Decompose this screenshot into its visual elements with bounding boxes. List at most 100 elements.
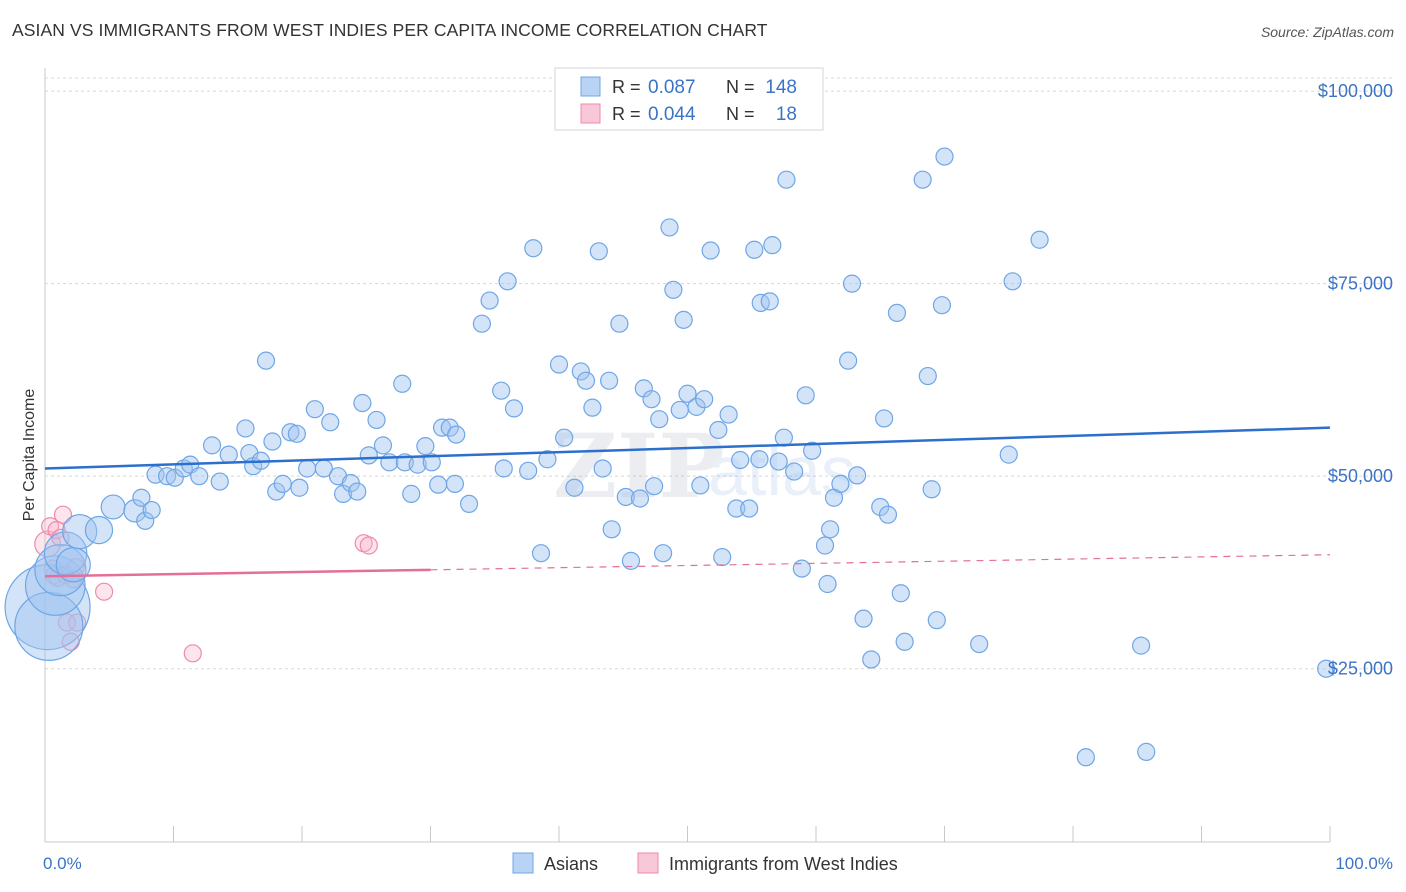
asians-point-99 — [727, 499, 746, 518]
grid-lines — [45, 77, 1393, 670]
asians-point-74 — [589, 242, 608, 261]
asians-point-139 — [1030, 230, 1049, 249]
asians-point-50 — [416, 437, 435, 456]
asians-point-92 — [687, 397, 706, 416]
x-tick-label-min: 0.0% — [43, 854, 82, 873]
watermark-zip: ZIP — [553, 414, 725, 518]
asians-point-71 — [571, 362, 590, 381]
asians-point-140 — [1076, 748, 1095, 767]
asians-point-110 — [785, 462, 804, 481]
legend-r-value-west-indies: 0.044 — [648, 104, 696, 125]
asians-point-94 — [691, 476, 710, 495]
west-indies-point-15 — [183, 644, 202, 663]
asians-point-112 — [796, 386, 815, 405]
asians-point-130 — [913, 170, 932, 189]
legend-box: R = 0.087 N = 148 R = 0.044 N = 18 — [554, 67, 824, 131]
asians-point-6 — [62, 514, 98, 550]
x-axis-ticks — [44, 826, 1331, 842]
asians-point-96 — [709, 420, 728, 440]
asians-point-27 — [263, 432, 282, 451]
series-west-indies-points — [34, 505, 378, 663]
asians-point-79 — [616, 487, 635, 507]
asians-point-101 — [740, 499, 759, 518]
asians-point-43 — [367, 410, 386, 430]
asians-point-32 — [290, 478, 309, 497]
asians-point-70 — [565, 478, 584, 497]
asians-point-133 — [927, 611, 946, 630]
asians-point-58 — [472, 314, 491, 333]
asians-point-103 — [751, 293, 770, 312]
asians-point-80 — [621, 551, 641, 570]
asians-point-105 — [760, 292, 779, 311]
bottom-legend-swatch-west-indies — [637, 852, 659, 874]
trend-line-asians — [44, 426, 1331, 470]
asians-point-9 — [123, 499, 147, 523]
asians-point-40 — [348, 482, 367, 501]
asians-point-54 — [440, 418, 459, 437]
asians-point-21 — [219, 445, 238, 464]
trend-lines — [44, 426, 1331, 578]
asians-point-66 — [531, 544, 551, 563]
asians-point-125 — [875, 409, 894, 428]
asians-point-131 — [918, 366, 937, 386]
asians-point-59 — [480, 291, 499, 310]
asians-point-107 — [769, 452, 788, 471]
asians-point-72 — [576, 371, 596, 390]
y-tick-labels: $25,000 $50,000 $75,000 $100,000 — [1318, 81, 1393, 679]
watermark: ZIP atlas — [553, 414, 856, 518]
asians-point-26 — [256, 351, 276, 370]
asians-point-68 — [549, 355, 569, 374]
asians-point-67 — [538, 450, 557, 469]
asians-point-97 — [713, 547, 732, 567]
asians-point-62 — [498, 272, 517, 291]
asians-point-124 — [871, 497, 890, 517]
asians-point-88 — [664, 280, 683, 299]
asians-point-95 — [701, 241, 720, 260]
x-tick-label-max: 100.0% — [1335, 854, 1393, 873]
asians-point-12 — [142, 500, 161, 520]
asians-point-77 — [602, 520, 621, 539]
asians-point-63 — [504, 399, 524, 418]
asians-point-60 — [492, 381, 511, 400]
asians-point-52 — [429, 475, 448, 494]
asians-point-64 — [519, 461, 538, 480]
asians-point-111 — [792, 559, 811, 578]
asians-point-8 — [100, 494, 126, 520]
asians-point-93 — [695, 390, 714, 409]
asians-point-129 — [895, 632, 914, 651]
asians-point-69 — [555, 428, 574, 447]
asians-point-44 — [373, 436, 393, 455]
asians-point-90 — [674, 310, 693, 329]
asians-point-75 — [593, 459, 612, 478]
asians-point-34 — [305, 400, 324, 419]
asians-point-29 — [273, 474, 292, 493]
asians-point-132 — [922, 480, 941, 499]
legend-swatch-west-indies — [580, 103, 601, 124]
west-indies-point-17 — [359, 536, 378, 555]
asians-point-138 — [999, 445, 1018, 464]
asians-point-118 — [831, 474, 850, 493]
asians-point-98 — [719, 405, 738, 424]
asians-point-30 — [281, 423, 300, 442]
asians-point-100 — [731, 450, 750, 470]
asians-point-134 — [932, 296, 952, 315]
asians-point-102 — [745, 240, 764, 259]
chart-title: ASIAN VS IMMIGRANTS FROM WEST INDIES PER… — [12, 20, 768, 40]
asians-point-20 — [210, 472, 229, 491]
asians-point-22 — [236, 419, 255, 438]
asians-point-126 — [878, 505, 898, 524]
asians-point-18 — [190, 467, 209, 486]
legend-n-value-asians: 148 — [765, 77, 797, 98]
asians-point-10 — [132, 488, 151, 507]
legend-r-label-asians: R = — [612, 77, 641, 97]
asians-point-122 — [854, 609, 873, 628]
asians-point-123 — [862, 650, 881, 669]
asians-point-109 — [777, 170, 796, 189]
y-tick-label-0: $25,000 — [1328, 659, 1393, 679]
asians-point-33 — [298, 459, 317, 478]
asians-point-89 — [670, 400, 689, 420]
asians-point-56 — [447, 425, 466, 444]
asians-point-3 — [34, 544, 87, 597]
asians-point-119 — [839, 351, 858, 370]
